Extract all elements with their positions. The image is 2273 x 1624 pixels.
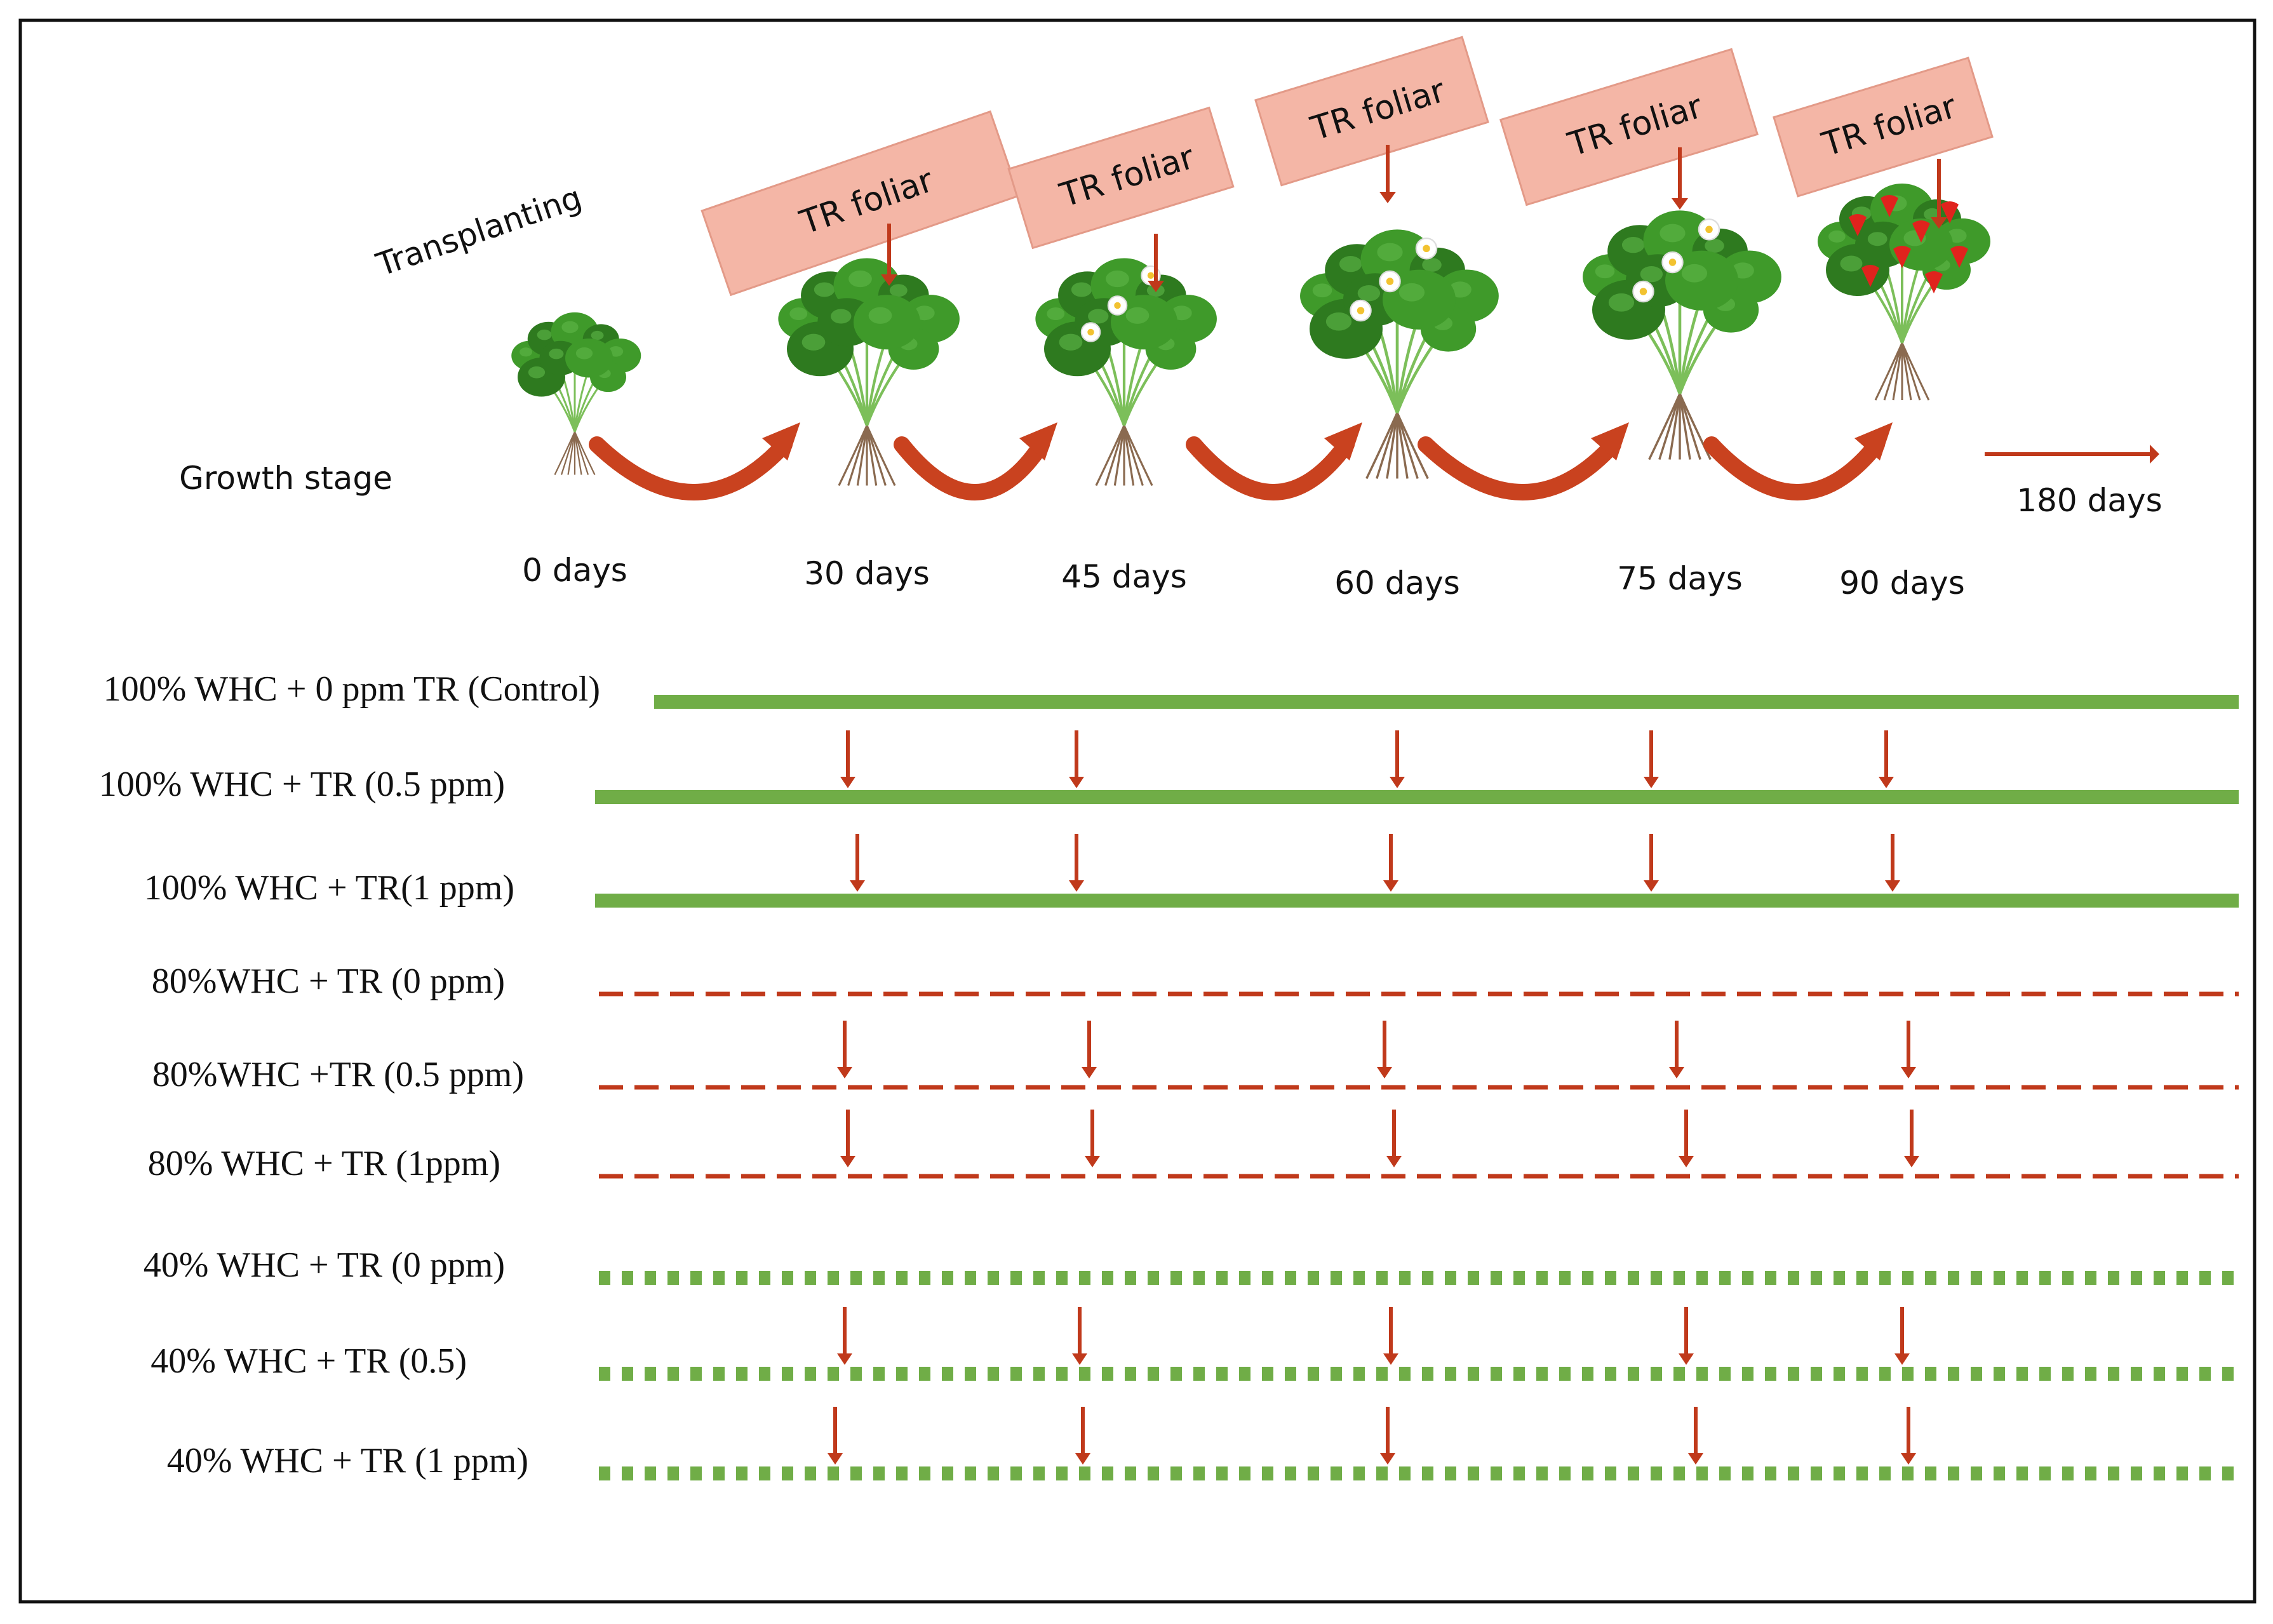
strawberry-plant-icon bbox=[1300, 229, 1499, 480]
timeline-arrow-head bbox=[2150, 445, 2159, 464]
growth-curve-arrow bbox=[1418, 422, 1629, 500]
growth-curve-arrow bbox=[589, 422, 800, 500]
strawberry-plant-icon bbox=[1035, 258, 1217, 487]
treatment-label: 80%WHC +TR (0.5 ppm) bbox=[152, 1055, 524, 1094]
treatment-row: 40% WHC + TR (0.5) bbox=[151, 1307, 2239, 1381]
growth-curve-arrow bbox=[1186, 422, 1362, 500]
tr-foliar-box: TR foliar bbox=[1499, 48, 1759, 206]
tr-foliar-box: TR foliar bbox=[701, 110, 1021, 297]
growth-stage-label: Growth stage bbox=[179, 460, 392, 497]
treatment-label: 100% WHC + 0 ppm TR (Control) bbox=[104, 669, 600, 709]
treatment-label: 80%WHC + TR (0 ppm) bbox=[152, 962, 505, 1001]
treatment-row: 40% WHC + TR (0 ppm) bbox=[144, 1245, 2239, 1285]
treatment-label: 80% WHC + TR (1ppm) bbox=[148, 1144, 500, 1183]
treatment-label: 40% WHC + TR (0 ppm) bbox=[144, 1245, 505, 1285]
stage-day-label: 30 days bbox=[804, 555, 930, 592]
treatment-layer: 100% WHC + 0 ppm TR (Control) 100% WHC + … bbox=[99, 669, 2239, 1480]
treatment-row: 80% WHC + TR (1ppm) bbox=[148, 1110, 2239, 1183]
growth-curve-arrow bbox=[894, 422, 1057, 500]
treatment-row: 100% WHC + TR(1 ppm) bbox=[144, 834, 2239, 908]
tr-foliar-box: TR foliar bbox=[1773, 57, 1994, 198]
tr-foliar-box: TR foliar bbox=[1007, 106, 1235, 250]
stage-day-label: 0 days bbox=[522, 552, 627, 589]
treatment-row: 80%WHC +TR (0.5 ppm) bbox=[152, 1021, 2239, 1094]
stage-day-label: 45 days bbox=[1061, 558, 1187, 595]
strawberry-plant-icon bbox=[778, 258, 960, 487]
treatment-label: 100% WHC + TR(1 ppm) bbox=[144, 868, 514, 908]
growth-curve-arrow bbox=[1703, 422, 1893, 500]
treatment-label: 100% WHC + TR (0.5 ppm) bbox=[99, 765, 505, 804]
end-days-label: 180 days bbox=[2016, 482, 2162, 519]
stage-day-label: 90 days bbox=[1839, 565, 1965, 601]
strawberry-plant-icon bbox=[511, 312, 641, 475]
treatment-row: 80%WHC + TR (0 ppm) bbox=[152, 962, 2239, 1001]
treatment-row: 40% WHC + TR (1 ppm) bbox=[167, 1407, 2239, 1480]
growth-stage-layer: 0 days 30 days TR foliar 45 days TR foliar 60… bbox=[511, 36, 1994, 601]
stage-day-label: 60 days bbox=[1334, 565, 1460, 601]
strawberry-plant-icon bbox=[1583, 210, 1781, 460]
tr-foliar-box: TR foliar bbox=[1254, 36, 1489, 187]
treatment-label: 40% WHC + TR (0.5) bbox=[151, 1341, 467, 1381]
treatment-row: 100% WHC + 0 ppm TR (Control) bbox=[104, 669, 2239, 709]
strawberry-plant-icon bbox=[1818, 184, 1990, 401]
treatment-label: 40% WHC + TR (1 ppm) bbox=[167, 1441, 528, 1480]
stage-day-label: 75 days bbox=[1617, 560, 1743, 597]
treatment-row: 100% WHC + TR (0.5 ppm) bbox=[99, 730, 2239, 804]
